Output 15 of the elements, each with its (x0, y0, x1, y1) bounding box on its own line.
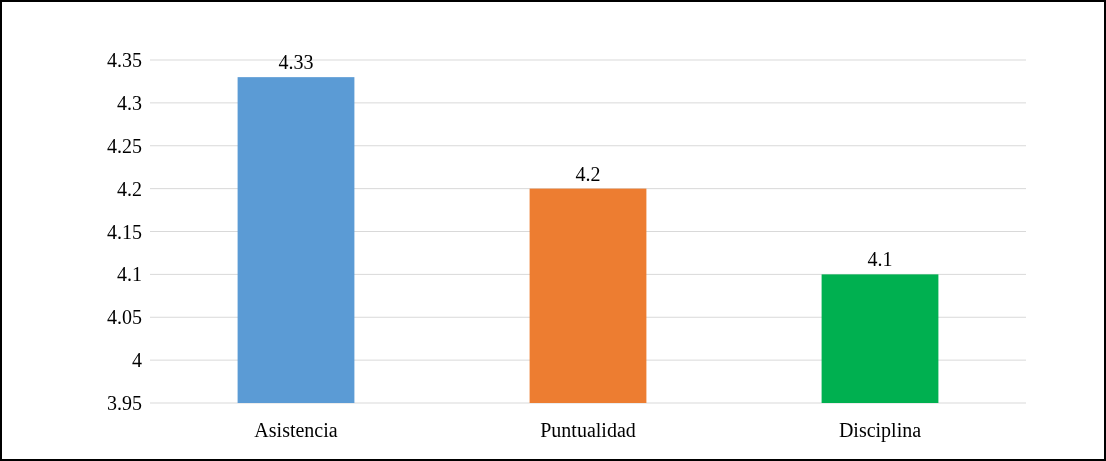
y-tick-label: 4 (132, 349, 142, 372)
y-tick-label: 4.1 (117, 263, 142, 286)
y-tick-label: 4.05 (107, 306, 142, 329)
x-tick-label: Disciplina (838, 419, 922, 442)
data-label: 4.33 (278, 51, 314, 74)
data-label: 4.1 (867, 248, 893, 271)
y-tick-label: 4.15 (107, 220, 142, 243)
x-tick-label: Puntualidad (540, 419, 636, 441)
x-tick-label: Asistencia (254, 419, 338, 441)
y-tick-label: 4.3 (117, 91, 142, 114)
data-label: 4.2 (575, 162, 601, 185)
y-tick-label: 3.95 (107, 392, 142, 414)
y-tick-label: 4.2 (117, 177, 142, 200)
y-tick-label: 4.25 (107, 134, 142, 157)
y-tick-label: 4.35 (107, 49, 142, 71)
